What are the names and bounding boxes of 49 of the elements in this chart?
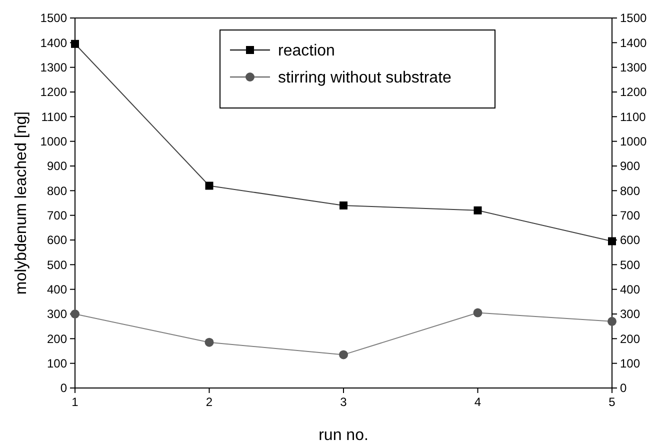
point (339, 350, 348, 360)
point (70, 310, 80, 318)
y-tick-label: 1000 (40, 134, 68, 149)
y2-tick-label: 1300 (620, 60, 648, 75)
y2-tick-label: 1500 (620, 11, 648, 26)
y-tick-label: 0 (60, 381, 68, 396)
y2-tick-label: 900 (620, 159, 640, 174)
y2-tick-label: 1100 (620, 110, 646, 124)
y-tick-label: 1100 (41, 110, 68, 124)
x-tick-label: 2 (206, 395, 213, 409)
y2-tick-label: 400 (620, 282, 640, 297)
point (608, 316, 616, 326)
y2-tick-label: 0 (620, 381, 627, 396)
point (473, 308, 482, 318)
y-tick-label: 400 (46, 282, 68, 297)
y2-tick-label: 1200 (620, 85, 648, 100)
y-tick-label: 700 (46, 208, 68, 223)
y-tick-label: 500 (46, 258, 68, 272)
x-tick-label: 4 (474, 395, 482, 409)
y-tick-label: 600 (46, 233, 68, 248)
y2-tick-label: 200 (620, 332, 640, 346)
point (474, 206, 482, 214)
y2-tick-label: 1000 (620, 134, 648, 149)
y2-tick-label: 100 (620, 356, 640, 371)
y-tick-label: 1400 (40, 36, 68, 50)
point (340, 201, 348, 210)
legend-label: stirring without substrate (278, 70, 452, 87)
y2-tick-label: 500 (620, 258, 640, 272)
y-axis-title: molybdenum leached [ng] (13, 111, 30, 295)
point (205, 182, 214, 190)
legend-label: reaction (278, 42, 335, 60)
y2-tick-label: 1400 (620, 36, 648, 50)
y-tick-label: 900 (46, 159, 68, 174)
y-tick-label: 300 (46, 307, 68, 322)
y2-tick-label: 600 (620, 233, 640, 248)
y-tick-label: 200 (46, 332, 68, 346)
x-tick-label: 3 (340, 395, 348, 409)
y-tick-label: 1300 (40, 60, 68, 75)
x-tick-label: 1 (72, 395, 79, 409)
point (204, 338, 214, 347)
y-tick-label: 800 (46, 184, 68, 198)
y2-tick-label: 700 (620, 208, 640, 223)
x-tick-label: 5 (608, 395, 616, 409)
y2-tick-label: 800 (620, 184, 640, 198)
y-tick-label: 1500 (40, 11, 68, 26)
y2-tick-label: 300 (620, 307, 640, 322)
y-tick-label: 1200 (40, 85, 68, 100)
x-axis-title: run no. (318, 427, 368, 444)
y-tick-label: 100 (46, 356, 68, 371)
